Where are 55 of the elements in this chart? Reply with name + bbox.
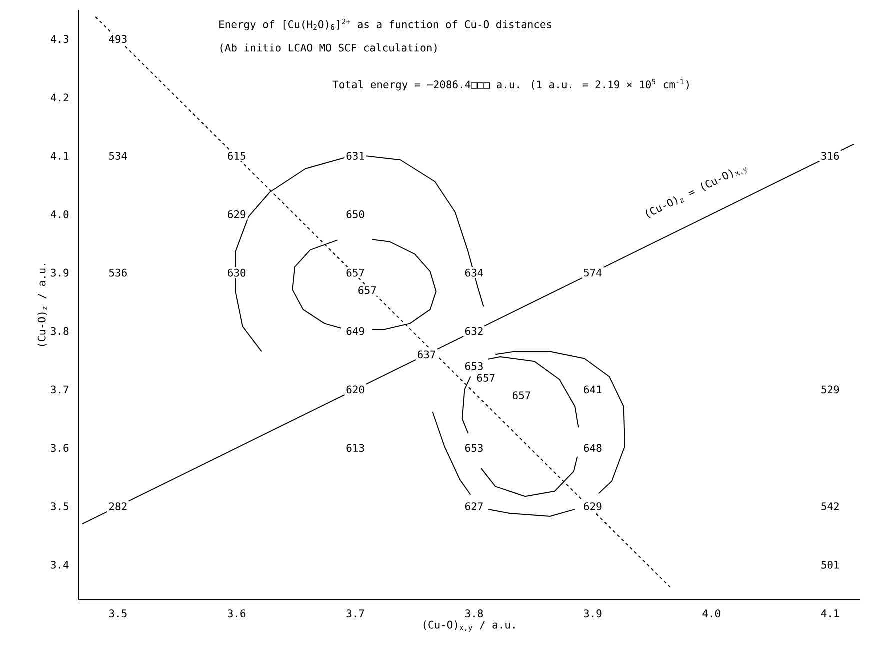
line-series <box>462 376 472 434</box>
annotation: 629 <box>584 502 602 510</box>
annotation: 632 <box>465 327 483 336</box>
x-tick-label: 4.1 <box>821 610 840 618</box>
annotation: 657 <box>346 268 364 277</box>
annotation: 657 <box>512 392 530 400</box>
y-tick-label: 3.7 <box>51 386 69 394</box>
y-tick-label: 3.5 <box>51 502 68 510</box>
y-tick-label: 3.4 <box>51 560 69 569</box>
annotation: 493 <box>109 35 127 44</box>
x-tick-label: 3.6 <box>228 610 246 618</box>
annotation: 282 <box>110 502 127 510</box>
line-series <box>292 240 342 329</box>
x-tick-label: 3.5 <box>109 610 127 618</box>
x-tick-label: 4.0 <box>702 610 720 618</box>
annotation: 649 <box>346 327 364 336</box>
x-tick-label: 3.8 <box>466 610 484 618</box>
x-tick-label: 3.9 <box>584 610 602 618</box>
annotation: 620 <box>346 386 364 394</box>
y-tick-label: 3.6 <box>51 444 69 452</box>
annotation: 650 <box>346 210 364 218</box>
x-axis-title: (Cu-O)$_{x,y}$ / a.u. <box>424 620 515 632</box>
annotation: 574 <box>584 268 602 277</box>
text: Energy of [Cu(H$_{2}$O)$_{6}$]$^{2+}$ as a function of Cu-O distances <box>220 18 552 31</box>
annotation: 536 <box>109 268 127 277</box>
annotation: 629 <box>228 210 246 218</box>
annotation: 630 <box>228 268 246 277</box>
y-tick-label: 3.8 <box>51 327 69 336</box>
annotation: 657 <box>358 286 376 294</box>
annotation: 542 <box>822 502 839 510</box>
annotation: 529 <box>822 386 840 394</box>
annotation: 613 <box>346 444 364 452</box>
annotation: 648 <box>584 444 602 452</box>
annotation: 316 <box>822 152 840 160</box>
y-tick-label: 4.0 <box>50 210 69 218</box>
annotation: 501 <box>822 560 840 569</box>
annotation: 534 <box>109 152 128 160</box>
y-tick-label: 4.1 <box>50 152 69 160</box>
line-series <box>480 456 578 498</box>
y-tick-label: 3.9 <box>51 268 69 277</box>
annotation: 637 <box>418 350 436 359</box>
annotation: 653 <box>465 362 483 370</box>
annotation: 615 <box>228 152 246 160</box>
annotation: 627 <box>465 502 483 510</box>
annotation: 657 <box>477 374 495 382</box>
line-series <box>495 351 626 494</box>
y-tick-label: 4.3 <box>50 35 69 44</box>
x-tick-label: 3.7 <box>346 610 364 618</box>
annotation: 653 <box>465 444 483 452</box>
annotation: 634 <box>465 268 484 277</box>
y-tick-label: 4.2 <box>50 94 68 102</box>
y-axis-title: (Cu-O)$_{z}$ / a.u. <box>38 264 48 346</box>
annotation: Total energy = −2086.4□□□ a.u. (1 a.u. = 2.19 × 10$^{5}$ cm$^{-1}$) <box>332 79 689 91</box>
text: (Ab initio LCAO MO SCF calculation) <box>220 44 437 54</box>
annotation: 641 <box>584 386 602 394</box>
